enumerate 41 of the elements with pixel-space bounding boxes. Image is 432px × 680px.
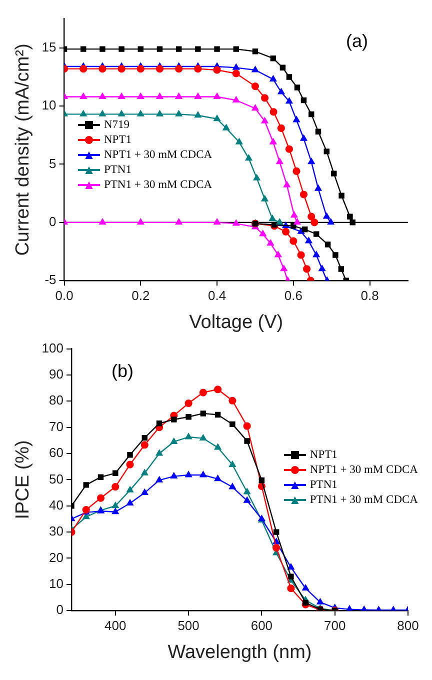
y-tick-label: 10 [49, 576, 64, 591]
legend-label: NPT1 + 30 mM CDCA [104, 149, 212, 161]
y-tick-label: 50 [49, 471, 64, 486]
y-axis-title: IPCE (%) [12, 440, 34, 520]
x-tick-label: 400 [104, 618, 126, 633]
y-tick-label: 60 [49, 445, 64, 460]
x-tick-label: 600 [250, 618, 273, 633]
x-tick-label: 0.4 [208, 288, 226, 303]
x-tick-label: 0.8 [360, 288, 379, 303]
y-tick-label: 15 [42, 39, 56, 54]
x-tick-label: 0.6 [284, 288, 302, 303]
y-tick-label: 100 [42, 340, 64, 356]
x-tick-label: 700 [324, 618, 346, 633]
y-tick-label: 80 [49, 392, 64, 408]
y-tick-label: 40 [49, 497, 64, 512]
legend-label: NPT1 + 30 mM CDCA [310, 464, 418, 476]
legend-label: PTN1 + 30 mM CDCA [104, 179, 212, 191]
x-axis-title: Wavelength (nm) [168, 642, 312, 663]
y-tick-label: 10 [42, 98, 56, 113]
y-tick-label: 90 [49, 366, 64, 382]
y-tick-label: 0 [49, 214, 56, 229]
x-tick-label: 0.2 [132, 288, 150, 303]
legend-label: NPT1 [104, 134, 132, 146]
y-tick-label: 20 [49, 550, 64, 565]
y-tick-label: -5 [44, 272, 56, 288]
y-tick-label: 70 [49, 418, 64, 434]
annotation: (a) [346, 30, 368, 51]
legend-label: PTN1 + 30 mM CDCA [310, 494, 418, 506]
legend-label: N719 [104, 119, 130, 131]
legend-label: PTN1 [104, 164, 132, 176]
x-axis-title: Voltage (V) [189, 312, 284, 333]
x-tick-label: 0.0 [55, 288, 74, 303]
y-tick-label: 5 [49, 156, 56, 171]
y-tick-label: 0 [56, 602, 64, 618]
legend-label: NPT1 [310, 449, 338, 461]
y-tick-label: 30 [49, 524, 64, 539]
annotation: (b) [111, 360, 134, 381]
legend-label: PTN1 [310, 479, 338, 491]
x-tick-label: 800 [397, 618, 419, 633]
x-tick-label: 500 [178, 618, 200, 633]
y-axis-title: Current density (mA/cm²) [12, 44, 34, 256]
